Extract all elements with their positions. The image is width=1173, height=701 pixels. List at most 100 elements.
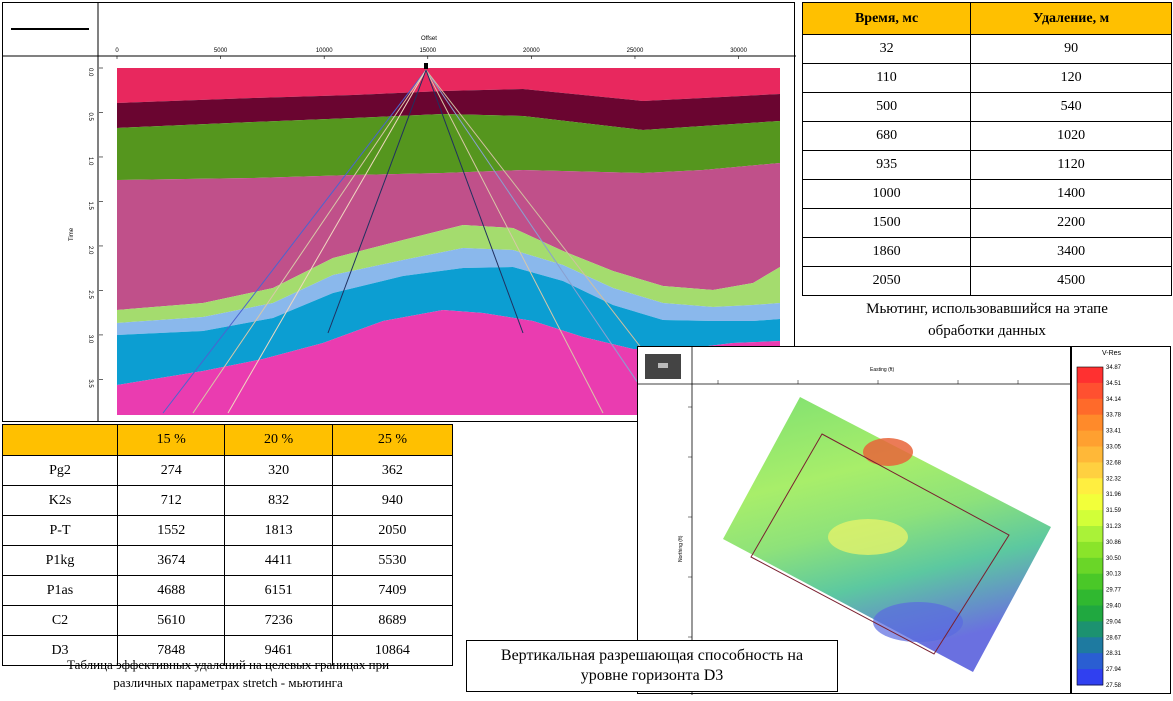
colorbar-swatch (1077, 478, 1103, 495)
y-tick-label: 1.0 (87, 157, 93, 166)
ray-path (162, 69, 427, 414)
x-tick-label: 15000 (419, 48, 436, 54)
eff-horizon-cell: P-T (2, 515, 118, 546)
colorbar-label: 32.32 (1106, 476, 1122, 482)
mute-offset-cell: 120 (970, 63, 1172, 93)
colorbar-label: 29.77 (1106, 588, 1122, 594)
eff-value-cell: 6151 (224, 575, 333, 606)
mute-offset-cell: 90 (970, 34, 1172, 64)
mid-res-patch (828, 519, 908, 555)
mute-header-row: Время, мс Удаление, м (801, 2, 1172, 35)
eff-caption-line1: Таблица эффективных удалений на целевых … (66, 657, 390, 672)
easting-axis-title: Easting (ft) (870, 367, 895, 373)
colorbar-swatch (1077, 669, 1103, 686)
colorbar-label: 34.14 (1106, 397, 1122, 403)
eff-value-cell: 7409 (331, 575, 454, 606)
colorbar-label: 30.86 (1106, 540, 1122, 546)
mute-row: 1860 3400 (801, 237, 1172, 267)
colorbar-label: 29.04 (1106, 619, 1122, 625)
map-caption-line1: Вертикальная разрешающая способность на (500, 647, 804, 664)
mute-offset-cell: 1400 (970, 179, 1172, 209)
mute-offset-cell: 3400 (970, 237, 1172, 267)
mute-header-time: Время, мс (801, 2, 972, 35)
layer-4 (117, 163, 780, 310)
colorbar-swatch (1077, 526, 1103, 543)
colorbar-swatch (1077, 653, 1103, 670)
northing-axis-title: Northing (ft) (678, 535, 684, 562)
mute-offset-cell: 540 (970, 92, 1172, 122)
ray-path (425, 69, 604, 414)
eff-value-cell: 362 (331, 455, 454, 486)
colorbar-label: 28.31 (1106, 651, 1122, 657)
layer-1 (117, 68, 780, 103)
y-tick-label: 2.5 (87, 290, 93, 299)
eff-row: P-T 1552 1813 2050 (2, 515, 454, 546)
y-tick-label: 0.5 (87, 112, 93, 121)
mute-table: Время, мс Удаление, м 32 90 110 120 500 540 68… (801, 2, 1172, 296)
colorbar-swatch (1077, 382, 1103, 400)
eff-horizon-cell: Pg2 (2, 455, 118, 486)
colorbar-title: V-Res (1102, 350, 1122, 357)
colorbar-label: 27.94 (1106, 667, 1122, 673)
y-tick-label: 3.0 (87, 335, 93, 344)
mute-row: 1000 1400 (801, 179, 1172, 209)
layer-6 (117, 248, 780, 335)
eff-header-20: 20 % (224, 424, 333, 456)
colorbar-label: 33.41 (1106, 429, 1122, 435)
colorbar-swatch (1077, 367, 1103, 384)
eff-caption-line2: различных параметрах stretch - мьютинга (113, 675, 343, 690)
offset-axis-title: Offset (421, 36, 437, 42)
mute-row: 935 1120 (801, 150, 1172, 180)
eff-value-cell: 940 (331, 485, 454, 516)
y-tick-label: 1.5 (87, 201, 93, 210)
eff-value-cell: 1552 (116, 515, 226, 546)
colorbar-swatch (1077, 398, 1103, 416)
eff-value-cell: 1813 (224, 515, 333, 546)
seismic-model-plot: 0 5000 10000 15000 20000 25000 30000 0.0 0.5 1.0 1… (3, 3, 796, 421)
eff-value-cell: 8689 (331, 605, 454, 636)
x-tick-label: 0 (115, 48, 119, 54)
colorbar-label: 27.58 (1106, 683, 1122, 689)
mute-time-cell: 1500 (801, 208, 972, 238)
eff-value-cell: 5530 (331, 545, 454, 576)
mute-row: 500 540 (801, 92, 1172, 122)
x-tick-label: 20000 (523, 48, 540, 54)
mute-time-cell: 1000 (801, 179, 972, 209)
x-tick-label: 30000 (730, 48, 747, 54)
eff-value-cell: 320 (224, 455, 333, 486)
mute-time-cell: 32 (801, 34, 972, 64)
map-caption-line2: уровне горизонта D3 (580, 667, 724, 684)
colorbar-scale: 34.87 34.51 34.14 33.78 33.41 33.05 32.68 32.32… (1076, 365, 1122, 689)
eff-value-cell: 832 (224, 485, 333, 516)
x-tick-label: 10000 (316, 48, 333, 54)
mute-row: 680 1020 (801, 121, 1172, 151)
mute-time-cell: 2050 (801, 266, 972, 296)
mute-time-cell: 500 (801, 92, 972, 122)
mute-offset-cell: 2200 (970, 208, 1172, 238)
eff-header-15: 15 % (116, 424, 226, 456)
mute-caption-line2: обработки данных (928, 323, 1046, 339)
colorbar-label: 32.68 (1106, 460, 1122, 466)
colorbar-swatch (1077, 557, 1103, 575)
colorbar-frame (1076, 366, 1104, 686)
resolution-map (638, 347, 1072, 695)
colorbar-swatch (1077, 446, 1103, 463)
eff-horizon-cell: C2 (2, 605, 118, 636)
vres-colorbar: V-Res 34.87 34.51 34.14 33.78 33.41 33.05 32.6… (1071, 346, 1171, 694)
colorbar-label: 31.59 (1106, 508, 1122, 514)
ray-path (425, 69, 524, 334)
colorbar-label: 34.51 (1106, 381, 1122, 387)
map-thumbnail-window (658, 363, 668, 368)
colorbar-swatch (1077, 637, 1103, 654)
layer-8 (117, 310, 780, 415)
colorbar-label: 31.96 (1106, 492, 1122, 498)
colorbar-swatch (1077, 541, 1103, 559)
high-res-patch (863, 438, 913, 466)
colorbar-label: 33.05 (1106, 445, 1122, 451)
x-tick-label: 5000 (214, 48, 228, 54)
eff-value-cell: 274 (116, 455, 226, 486)
eff-value-cell: 4411 (224, 545, 333, 576)
layer-2 (117, 89, 780, 130)
eff-value-cell: 7848 (116, 635, 226, 666)
eff-row: D3 7848 9461 10864 (2, 635, 454, 666)
